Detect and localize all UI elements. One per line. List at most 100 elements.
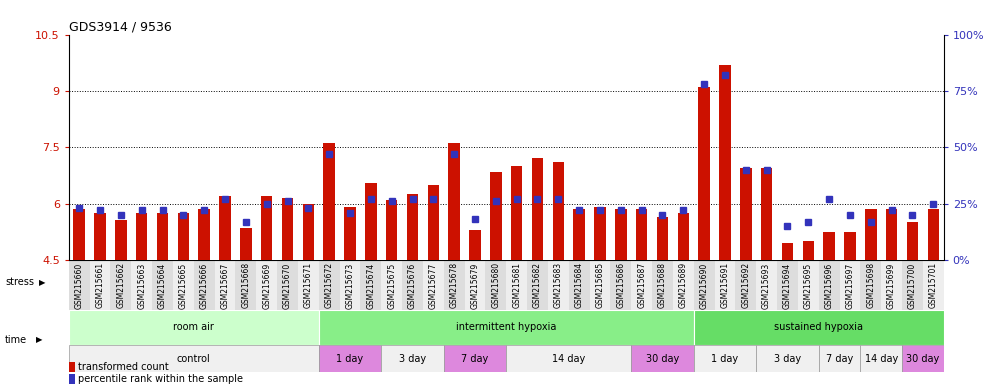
Bar <box>132 260 152 310</box>
Text: GSM215701: GSM215701 <box>929 262 938 308</box>
Text: GSM215673: GSM215673 <box>345 262 355 309</box>
Text: GSM215665: GSM215665 <box>179 262 188 309</box>
Bar <box>448 144 460 260</box>
Text: GSM215693: GSM215693 <box>762 262 771 309</box>
Bar <box>527 260 548 310</box>
Bar <box>698 87 710 260</box>
Text: GSM215692: GSM215692 <box>741 262 750 308</box>
Bar <box>860 260 881 310</box>
Text: GSM215691: GSM215691 <box>721 262 729 308</box>
Bar <box>381 260 402 310</box>
Bar <box>69 310 318 345</box>
Bar <box>178 213 189 260</box>
Bar <box>819 260 839 310</box>
Text: time: time <box>5 335 28 345</box>
Text: GSM215667: GSM215667 <box>220 262 230 309</box>
Bar <box>615 209 626 260</box>
Bar <box>569 260 590 310</box>
Bar <box>361 260 381 310</box>
Bar <box>590 260 610 310</box>
Text: GSM215687: GSM215687 <box>637 262 646 308</box>
Bar <box>115 220 127 260</box>
Bar <box>157 213 168 260</box>
Bar <box>443 345 506 372</box>
Bar <box>443 260 465 310</box>
Bar <box>532 159 544 260</box>
Text: GSM215683: GSM215683 <box>553 262 563 308</box>
Bar <box>506 260 527 310</box>
Text: GSM215663: GSM215663 <box>138 262 146 309</box>
Text: GSM215689: GSM215689 <box>679 262 688 308</box>
Bar <box>860 345 902 372</box>
Bar <box>344 207 356 260</box>
Bar <box>573 209 585 260</box>
Bar <box>761 168 773 260</box>
Text: GSM215675: GSM215675 <box>387 262 396 309</box>
Text: GDS3914 / 9536: GDS3914 / 9536 <box>69 20 172 33</box>
Bar <box>194 260 214 310</box>
Bar <box>407 194 418 260</box>
Bar <box>152 260 173 310</box>
Bar <box>260 196 272 260</box>
Bar <box>214 260 236 310</box>
Bar <box>277 260 298 310</box>
Bar <box>469 230 481 260</box>
Bar <box>636 209 648 260</box>
Bar <box>735 260 756 310</box>
Text: GSM215664: GSM215664 <box>158 262 167 309</box>
Bar <box>318 260 339 310</box>
Bar <box>552 162 564 260</box>
Text: GSM215676: GSM215676 <box>408 262 417 309</box>
Bar <box>720 65 730 260</box>
Bar <box>631 345 694 372</box>
Bar <box>428 185 439 260</box>
Bar <box>631 260 652 310</box>
Bar <box>756 260 777 310</box>
Bar <box>94 213 106 260</box>
Bar <box>69 374 75 384</box>
Text: sustained hypoxia: sustained hypoxia <box>775 323 863 333</box>
Text: 3 day: 3 day <box>774 354 801 364</box>
Bar <box>865 209 877 260</box>
Bar <box>69 362 75 372</box>
Bar <box>386 200 397 260</box>
Text: GSM215684: GSM215684 <box>575 262 584 308</box>
Bar <box>465 260 486 310</box>
Text: intermittent hypoxia: intermittent hypoxia <box>456 323 556 333</box>
Text: 1 day: 1 day <box>712 354 738 364</box>
Text: GSM215681: GSM215681 <box>512 262 521 308</box>
Bar <box>777 260 798 310</box>
Bar <box>69 345 318 372</box>
Bar <box>240 228 252 260</box>
Text: GSM215677: GSM215677 <box>429 262 437 309</box>
Bar <box>339 260 361 310</box>
Text: 7 day: 7 day <box>826 354 853 364</box>
Text: GSM215680: GSM215680 <box>492 262 500 308</box>
Bar <box>740 168 752 260</box>
Bar <box>844 232 855 260</box>
Text: GSM215669: GSM215669 <box>262 262 271 309</box>
Bar <box>89 260 110 310</box>
Bar <box>886 209 897 260</box>
Bar <box>173 260 194 310</box>
Bar <box>694 260 715 310</box>
Text: GSM215686: GSM215686 <box>616 262 625 308</box>
Text: transformed count: transformed count <box>78 362 168 372</box>
Bar <box>423 260 443 310</box>
Text: 7 day: 7 day <box>461 354 489 364</box>
Text: GSM215679: GSM215679 <box>471 262 480 309</box>
Text: GSM215671: GSM215671 <box>304 262 313 308</box>
Text: 30 day: 30 day <box>906 354 940 364</box>
Bar <box>506 345 631 372</box>
Text: GSM215662: GSM215662 <box>116 262 126 308</box>
Text: GSM215668: GSM215668 <box>242 262 251 308</box>
Bar <box>802 241 814 260</box>
Bar <box>303 204 315 260</box>
Text: GSM215688: GSM215688 <box>658 262 667 308</box>
Bar <box>756 345 819 372</box>
Bar <box>486 260 506 310</box>
Text: GSM215700: GSM215700 <box>908 262 917 309</box>
Text: GSM215697: GSM215697 <box>845 262 854 309</box>
Text: GSM215672: GSM215672 <box>324 262 333 308</box>
Text: GSM215678: GSM215678 <box>449 262 459 308</box>
